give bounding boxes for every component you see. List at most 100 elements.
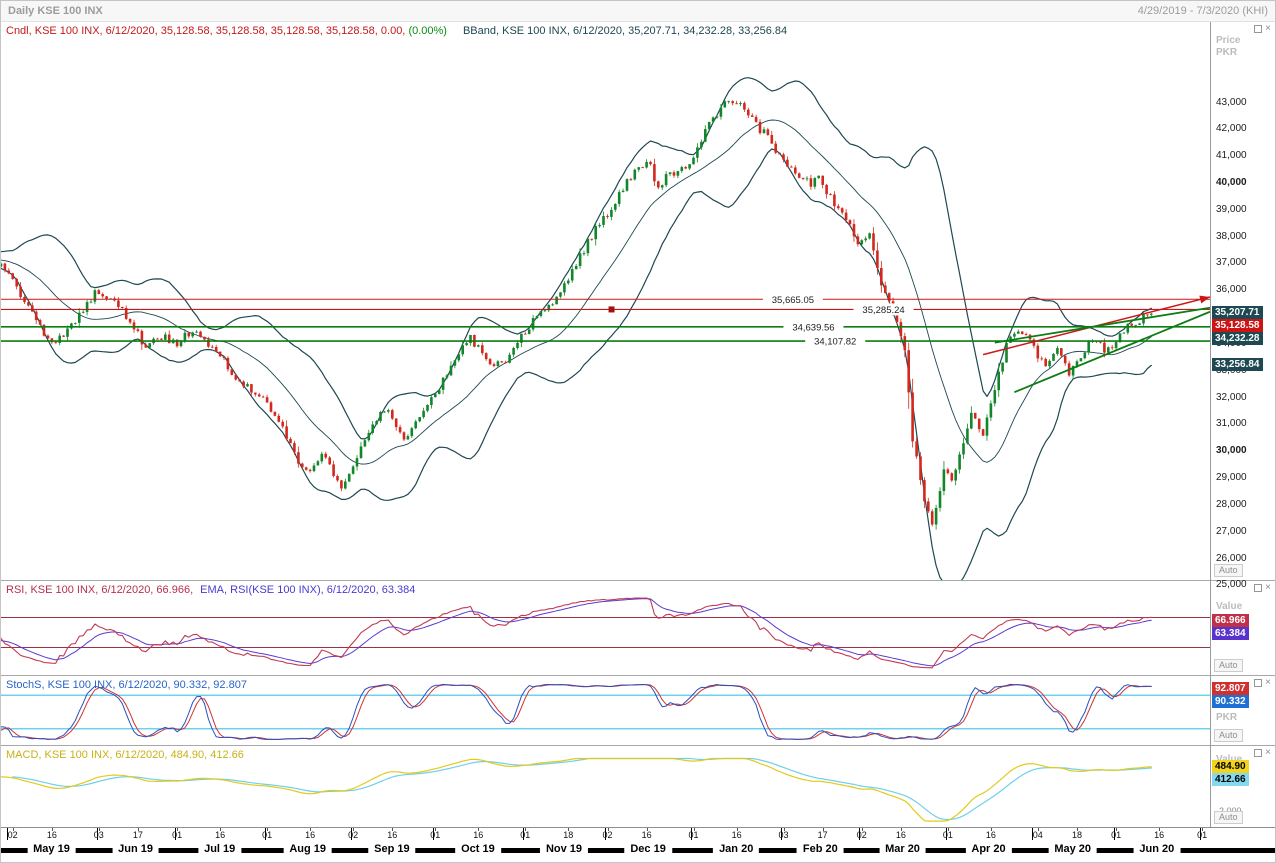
day-tick-label: 01 [1197, 830, 1208, 840]
day-tick-mark [1202, 828, 1204, 831]
month-boundary-tick [522, 828, 524, 840]
y-tick-label: 36,000 [1216, 284, 1247, 296]
axis-caption: Value [1216, 601, 1243, 612]
day-tick-mark [990, 828, 992, 831]
day-tick-label: 16 [731, 830, 742, 840]
legend-text: BBand, KSE 100 INX, 6/12/2020, 35,207.71… [462, 25, 788, 37]
month-boundary-tick [433, 828, 434, 840]
auto-scale-button[interactable]: Auto [1214, 564, 1243, 577]
legend-text: StochS, KSE 100 INX, 6/12/2020, 90.332, … [6, 679, 247, 691]
auto-scale-button[interactable]: Auto [1214, 729, 1243, 742]
day-tick-label: 17 [817, 830, 828, 840]
y-tick-label: 28,000 [1216, 498, 1247, 510]
stochastic-legend: StochS, KSE 100 INX, 6/12/2020, 90.332, … [6, 679, 247, 691]
day-tick-mark [267, 828, 269, 831]
restore-icon[interactable] [1254, 678, 1263, 687]
day-tick-label: 01 [520, 830, 531, 840]
close-icon[interactable]: × [1265, 23, 1271, 34]
axis-caption: Value [1216, 754, 1242, 766]
macd-chart-canvas[interactable] [1, 746, 1210, 827]
month-label: Aug 19 [283, 843, 333, 855]
price-chart-canvas[interactable]: 35,665.05 35,285.24 34,639.56 34,107.82 [1, 22, 1210, 580]
day-tick-mark [435, 828, 437, 831]
day-tick-label: 02 [7, 830, 18, 840]
month-label: Jun 19 [112, 843, 160, 855]
month-boundary-tick [781, 828, 783, 840]
stochastic-chart-canvas[interactable] [1, 676, 1210, 745]
day-tick-label: 03 [93, 830, 104, 840]
price-badge: 66.966 [1212, 613, 1249, 627]
y-tick-label: 43,000 [1216, 96, 1247, 108]
titlebar[interactable]: Daily KSE 100 INX 4/29/2019 - 7/3/2020 (… [1, 1, 1275, 22]
svg-text:34,639.56: 34,639.56 [792, 322, 834, 333]
day-tick-label: 16 [387, 830, 398, 840]
value-axis-column[interactable]: × Price PKR 43,000 42,000 41,000 40,000 39,000 3… [1210, 22, 1275, 827]
day-tick-mark [1037, 828, 1039, 831]
day-tick-label: 16 [1154, 830, 1165, 840]
day-tick-label: 16 [305, 830, 316, 840]
day-tick-label: 18 [563, 830, 574, 840]
panel-window-controls: × [1254, 747, 1271, 758]
day-tick-mark [861, 828, 863, 831]
day-tick-mark [693, 828, 695, 831]
auto-scale-button[interactable]: Auto [1214, 811, 1243, 824]
close-icon[interactable]: × [1265, 582, 1271, 593]
month-label: May 19 [27, 843, 76, 855]
y-tick-label: 32,000 [1216, 391, 1247, 403]
day-tick-label: 16 [895, 830, 906, 840]
month-label: Dec 19 [624, 843, 672, 855]
price-badge: 63.384 [1212, 626, 1249, 640]
month-boundary-tick [691, 828, 693, 840]
main-value-axis[interactable]: × Price PKR 43,000 42,000 41,000 40,000 39,000 3… [1211, 22, 1275, 590]
stochastic-panel[interactable]: StochS, KSE 100 INX, 6/12/2020, 90.332, … [1, 675, 1210, 745]
day-tick-label: 04 [1032, 830, 1043, 840]
restore-icon[interactable] [1254, 24, 1263, 33]
day-tick-mark [947, 828, 949, 831]
day-tick-label: 02 [348, 830, 359, 840]
rsi-chart-canvas[interactable] [1, 581, 1210, 675]
rsi-legend: RSI, KSE 100 INX, 6/12/2020, 66.966, EMA… [6, 584, 415, 596]
day-tick-mark [392, 828, 394, 831]
day-tick-mark [568, 828, 570, 831]
time-axis-days[interactable]: 02 16 03 17 01 16 01 16 02 16 01 16 01 18 02 16 01 16 03 17… [1, 827, 1275, 840]
y-tick-label: 29,000 [1216, 472, 1247, 484]
day-tick-label: 03 [778, 830, 789, 840]
y-tick-label: 42,000 [1216, 123, 1247, 135]
rsi-panel[interactable]: RSI, KSE 100 INX, 6/12/2020, 66.966, EMA… [1, 580, 1210, 675]
date-range: 4/29/2019 - 7/3/2020 (KHI) [1137, 5, 1268, 17]
month-label: Mar 20 [879, 843, 926, 855]
macd-panel[interactable]: MACD, KSE 100 INX, 6/12/2020, 484.90, 41… [1, 745, 1210, 827]
day-tick-mark [51, 828, 53, 831]
day-tick-label: 17 [132, 830, 143, 840]
time-axis-months[interactable]: May 19 Jun 19 Jul 19 Aug 19 Sep 19 Oct 19 Nov … [1, 840, 1275, 862]
restore-icon[interactable] [1254, 583, 1263, 592]
price-legend: Cndl, KSE 100 INX, 6/12/2020, 35,128.58,… [6, 25, 787, 37]
month-boundary-tick [350, 828, 352, 840]
chart-content: 35,665.05 35,285.24 34,639.56 34,107.82 Cnd… [1, 22, 1275, 827]
auto-scale-button[interactable]: Auto [1214, 659, 1243, 672]
time-axis[interactable]: 02 16 03 17 01 16 01 16 02 16 01 16 01 18 02 16 01 16 03 17… [1, 827, 1275, 862]
restore-icon[interactable] [1254, 748, 1263, 757]
axis-caption: PKR [1216, 712, 1238, 723]
price-badge: 34,232.28 [1212, 331, 1263, 345]
price-panel[interactable]: 35,665.05 35,285.24 34,639.56 34,107.82 Cnd… [1, 22, 1210, 580]
day-tick-label: 18 [1071, 830, 1083, 840]
day-tick-mark [646, 828, 648, 831]
close-icon[interactable]: × [1265, 677, 1271, 688]
rsi-value-axis[interactable]: × Value 66.966 63.384 Auto [1211, 580, 1275, 675]
legend-text: Cndl, KSE 100 INX, 6/12/2020, 35,128.58,… [6, 25, 409, 37]
day-tick-label: 02 [856, 830, 867, 840]
month-boundary-tick [1031, 828, 1033, 840]
price-badge: 412.66 [1212, 773, 1249, 787]
day-tick-mark [783, 828, 785, 831]
day-tick-mark [1077, 828, 1078, 831]
price-badge: 35,128.58 [1212, 318, 1263, 332]
day-tick-label: 01 [172, 830, 183, 840]
close-icon[interactable]: × [1265, 747, 1271, 758]
y-tick-label: -2,000 [1216, 806, 1242, 816]
stoch-value-axis[interactable]: × PKR 92.807 90.332 Auto [1211, 675, 1275, 745]
day-tick-mark [525, 828, 527, 831]
y-tick-label: 31,000 [1216, 418, 1247, 430]
